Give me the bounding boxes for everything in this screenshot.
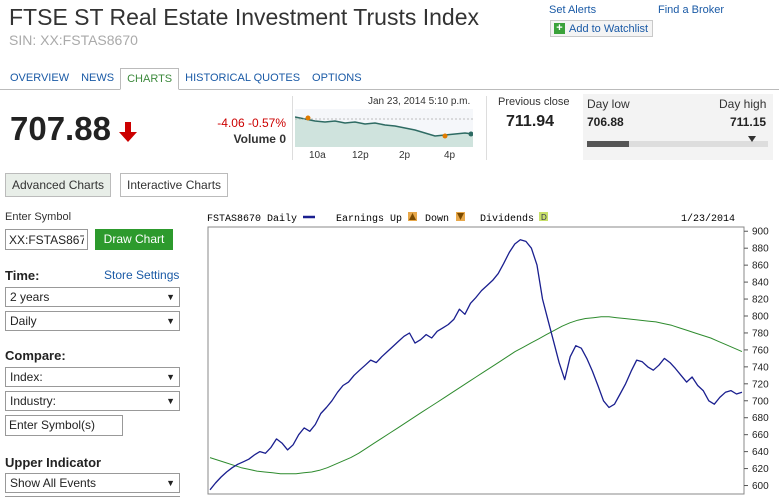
chart-symbol-label: FSTAS8670 Daily bbox=[207, 213, 297, 225]
day-low-label: Day low bbox=[587, 97, 630, 111]
set-alerts-link[interactable]: Set Alerts bbox=[549, 4, 597, 16]
previous-close-value: 711.94 bbox=[506, 113, 555, 130]
chevron-down-icon: ▼ bbox=[166, 292, 175, 302]
y-tick-label: 720 bbox=[752, 379, 769, 390]
symbol-input[interactable] bbox=[5, 229, 88, 250]
y-tick-label: 660 bbox=[752, 430, 769, 441]
day-range-marker bbox=[748, 136, 756, 142]
y-tick-label: 820 bbox=[752, 295, 769, 306]
page-title: FTSE ST Real Estate Investment Trusts In… bbox=[9, 4, 479, 30]
y-tick-label: 780 bbox=[752, 328, 769, 339]
y-tick-label: 860 bbox=[752, 261, 769, 272]
y-tick-label: 800 bbox=[752, 312, 769, 323]
moving-average-line bbox=[209, 316, 743, 475]
y-tick-label: 600 bbox=[752, 481, 769, 492]
svg-text:D: D bbox=[541, 213, 547, 222]
next-select-edge bbox=[5, 496, 180, 502]
spark-label: 12p bbox=[352, 150, 369, 161]
divider bbox=[292, 96, 293, 160]
price-change: -4.06 -0.57% bbox=[217, 116, 286, 130]
y-tick-label: 640 bbox=[752, 447, 769, 458]
y-tick-label: 620 bbox=[752, 464, 769, 475]
chart-date: 1/23/2014 bbox=[681, 213, 735, 225]
last-price: 707.88 bbox=[10, 110, 111, 147]
add-to-watchlist-label: Add to Watchlist bbox=[569, 22, 649, 35]
legend-dividends: Dividends bbox=[480, 213, 534, 225]
index-value: Index: bbox=[10, 370, 43, 384]
plot-area bbox=[207, 226, 745, 495]
period-select[interactable]: 2 years ▼ bbox=[5, 287, 180, 307]
add-to-watchlist-button[interactable]: + Add to Watchlist bbox=[550, 20, 654, 37]
day-range-bar bbox=[587, 141, 768, 147]
day-high-value: 711.15 bbox=[730, 115, 767, 129]
tab-bar: OVERVIEW NEWS CHARTS HISTORICAL QUOTES O… bbox=[4, 68, 368, 90]
y-tick-label: 760 bbox=[752, 345, 769, 356]
tab-historical-quotes[interactable]: HISTORICAL QUOTES bbox=[185, 72, 301, 84]
chevron-down-icon: ▼ bbox=[166, 316, 175, 326]
upper-indicator-label: Upper Indicator bbox=[5, 455, 102, 470]
y-tick-label: 740 bbox=[752, 362, 769, 373]
y-tick-label: 680 bbox=[752, 413, 769, 424]
intraday-sparkline bbox=[295, 109, 473, 147]
price-chart: FSTAS8670 Daily Earnings Up Down Dividen… bbox=[207, 212, 769, 495]
legend-down: Down bbox=[425, 214, 449, 225]
tab-options[interactable]: OPTIONS bbox=[312, 72, 362, 84]
symbol-line: SIN: XX:FSTAS8670 bbox=[9, 32, 138, 48]
day-low-value: 706.88 bbox=[587, 115, 624, 129]
earnings-down-icon bbox=[456, 212, 465, 221]
industry-select[interactable]: Industry: ▼ bbox=[5, 391, 180, 411]
plus-icon: + bbox=[554, 23, 565, 34]
industry-value: Industry: bbox=[10, 394, 57, 408]
divider bbox=[486, 96, 487, 160]
day-range-fill bbox=[587, 141, 629, 147]
spark-label: 10a bbox=[309, 150, 326, 161]
upper-indicator-select[interactable]: Show All Events ▼ bbox=[5, 473, 180, 493]
enter-symbol-label: Enter Symbol bbox=[5, 211, 72, 223]
chevron-down-icon: ▼ bbox=[166, 372, 175, 382]
frequency-value: Daily bbox=[10, 314, 37, 328]
index-select[interactable]: Index: ▼ bbox=[5, 367, 180, 387]
dividends-icon: D bbox=[539, 212, 548, 222]
compare-symbols-input[interactable]: Enter Symbol(s) bbox=[5, 415, 123, 436]
y-tick-label: 700 bbox=[752, 396, 769, 407]
advanced-charts-button[interactable]: Advanced Charts bbox=[5, 173, 112, 197]
day-range-panel bbox=[583, 94, 773, 160]
y-tick-label: 900 bbox=[752, 227, 769, 238]
time-label: Time: bbox=[5, 268, 40, 283]
tab-divider bbox=[0, 89, 779, 90]
period-value: 2 years bbox=[10, 290, 50, 304]
volume: Volume 0 bbox=[233, 132, 286, 146]
previous-close-label: Previous close bbox=[498, 96, 570, 108]
store-settings-link[interactable]: Store Settings bbox=[104, 268, 180, 282]
chevron-down-icon: ▼ bbox=[166, 396, 175, 406]
price-line bbox=[209, 239, 743, 491]
compare-label: Compare: bbox=[5, 348, 66, 363]
down-arrow-icon bbox=[119, 122, 137, 142]
interactive-charts-button[interactable]: Interactive Charts bbox=[120, 173, 229, 197]
chevron-down-icon: ▼ bbox=[166, 478, 175, 488]
tab-news[interactable]: NEWS bbox=[81, 72, 115, 84]
spark-label: 2p bbox=[399, 150, 411, 161]
day-high-label: Day high bbox=[719, 97, 767, 111]
tab-charts[interactable]: CHARTS bbox=[120, 68, 180, 90]
y-tick-label: 840 bbox=[752, 278, 769, 289]
quote-datetime: Jan 23, 2014 5:10 p.m. bbox=[368, 96, 471, 107]
earnings-up-icon bbox=[408, 212, 417, 221]
find-broker-link[interactable]: Find a Broker bbox=[658, 4, 725, 16]
frequency-select[interactable]: Daily ▼ bbox=[5, 311, 180, 331]
upper-indicator-value: Show All Events bbox=[10, 476, 97, 490]
draw-chart-button[interactable]: Draw Chart bbox=[95, 229, 173, 250]
spark-label: 4p bbox=[444, 150, 456, 161]
tab-overview[interactable]: OVERVIEW bbox=[10, 72, 70, 84]
legend-earnings-up: Earnings Up bbox=[336, 213, 402, 225]
y-tick-label: 880 bbox=[752, 244, 769, 255]
